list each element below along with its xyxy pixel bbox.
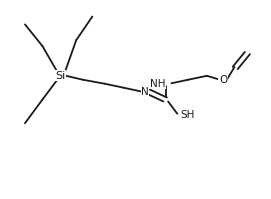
Text: NH: NH <box>150 79 165 89</box>
Text: O: O <box>219 75 227 85</box>
Text: Si: Si <box>55 71 65 81</box>
Text: N: N <box>141 87 149 97</box>
Text: SH: SH <box>180 110 194 120</box>
